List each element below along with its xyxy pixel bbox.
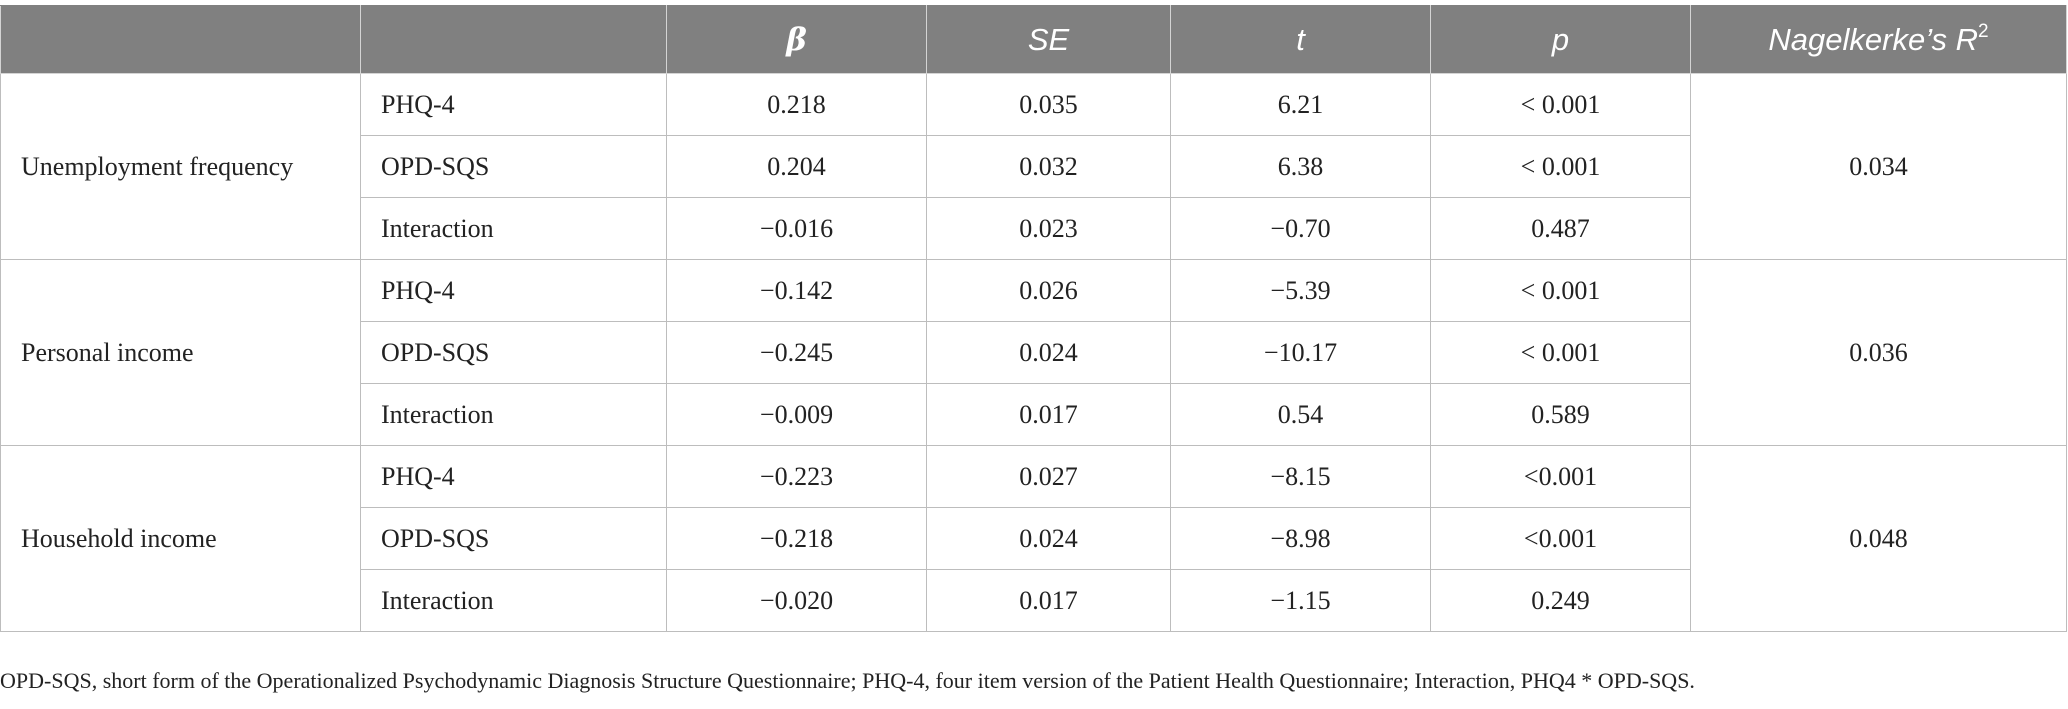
table-row: Interaction −0.020 0.017 −1.15 0.249 bbox=[1, 569, 2067, 632]
group-label: Personal income bbox=[0, 259, 361, 446]
t-cell: −8.98 bbox=[1170, 507, 1431, 570]
header-beta: β bbox=[666, 5, 927, 74]
table-row: OPD-SQS −0.245 0.024 −10.17 < 0.001 bbox=[1, 321, 2067, 384]
p-cell: < 0.001 bbox=[1430, 135, 1691, 198]
p-cell: <0.001 bbox=[1430, 445, 1691, 508]
t-cell: −10.17 bbox=[1170, 321, 1431, 384]
r2-cell: 0.034 bbox=[1690, 73, 2067, 260]
table-row: Interaction −0.009 0.017 0.54 0.589 bbox=[1, 383, 2067, 446]
variable-cell: PHQ-4 bbox=[360, 259, 667, 322]
p-cell: < 0.001 bbox=[1430, 73, 1691, 136]
t-cell: −0.70 bbox=[1170, 197, 1431, 260]
header-variable-blank bbox=[360, 5, 667, 74]
beta-cell: −0.020 bbox=[666, 569, 927, 632]
header-r2-superscript: 2 bbox=[1978, 21, 1989, 42]
header-p: p bbox=[1430, 5, 1691, 74]
results-table: β SE t p Nagelkerke’s R2 Unemployment fr… bbox=[0, 5, 2067, 632]
group-label: Household income bbox=[0, 445, 361, 632]
header-t: t bbox=[1170, 5, 1431, 74]
table-row: Household income PHQ-4 −0.223 0.027 −8.1… bbox=[0, 445, 2067, 632]
group-label: Unemployment frequency bbox=[0, 73, 361, 260]
p-cell: < 0.001 bbox=[1430, 321, 1691, 384]
header-group-blank bbox=[0, 5, 361, 74]
p-cell: < 0.001 bbox=[1430, 259, 1691, 322]
beta-cell: 0.218 bbox=[666, 73, 927, 136]
beta-cell: −0.245 bbox=[666, 321, 927, 384]
beta-cell: −0.142 bbox=[666, 259, 927, 322]
variable-cell: Interaction bbox=[360, 569, 667, 632]
se-cell: 0.032 bbox=[926, 135, 1171, 198]
table-row: Interaction −0.016 0.023 −0.70 0.487 bbox=[1, 197, 2067, 260]
se-cell: 0.035 bbox=[926, 73, 1171, 136]
p-cell: 0.487 bbox=[1430, 197, 1691, 260]
se-cell: 0.023 bbox=[926, 197, 1171, 260]
table-row: Personal income PHQ-4 −0.142 0.026 −5.39… bbox=[0, 259, 2067, 446]
t-cell: −1.15 bbox=[1170, 569, 1431, 632]
p-cell: 0.249 bbox=[1430, 569, 1691, 632]
header-row: β SE t p Nagelkerke’s R2 bbox=[0, 5, 2067, 74]
variable-cell: PHQ-4 bbox=[360, 73, 667, 136]
header-r2-label: Nagelkerke’s R bbox=[1768, 22, 1979, 57]
variable-cell: OPD-SQS bbox=[360, 507, 667, 570]
t-cell: −5.39 bbox=[1170, 259, 1431, 322]
t-cell: 6.21 bbox=[1170, 73, 1431, 136]
p-cell: <0.001 bbox=[1430, 507, 1691, 570]
table-row: OPD-SQS −0.218 0.024 −8.98 <0.001 bbox=[1, 507, 2067, 570]
variable-cell: Interaction bbox=[360, 383, 667, 446]
beta-cell: −0.016 bbox=[666, 197, 927, 260]
t-cell: 0.54 bbox=[1170, 383, 1431, 446]
r2-cell: 0.036 bbox=[1690, 259, 2067, 446]
table-footnote: OPD-SQS, short form of the Operationaliz… bbox=[0, 668, 1695, 693]
se-cell: 0.026 bbox=[926, 259, 1171, 322]
variable-cell: Interaction bbox=[360, 197, 667, 260]
se-cell: 0.017 bbox=[926, 383, 1171, 446]
p-cell: 0.589 bbox=[1430, 383, 1691, 446]
se-cell: 0.024 bbox=[926, 507, 1171, 570]
se-cell: 0.017 bbox=[926, 569, 1171, 632]
variable-cell: OPD-SQS bbox=[360, 321, 667, 384]
t-cell: −8.15 bbox=[1170, 445, 1431, 508]
header-se: SE bbox=[926, 5, 1171, 74]
t-cell: 6.38 bbox=[1170, 135, 1431, 198]
beta-cell: −0.223 bbox=[666, 445, 927, 508]
table-row: Unemployment frequency PHQ-4 0.218 0.035… bbox=[0, 73, 2067, 260]
variable-cell: PHQ-4 bbox=[360, 445, 667, 508]
variable-cell: OPD-SQS bbox=[360, 135, 667, 198]
r2-cell: 0.048 bbox=[1690, 445, 2067, 632]
se-cell: 0.024 bbox=[926, 321, 1171, 384]
beta-cell: −0.218 bbox=[666, 507, 927, 570]
se-cell: 0.027 bbox=[926, 445, 1171, 508]
beta-cell: −0.009 bbox=[666, 383, 927, 446]
header-nagelkerke-r2: Nagelkerke’s R2 bbox=[1690, 5, 2067, 74]
beta-cell: 0.204 bbox=[666, 135, 927, 198]
